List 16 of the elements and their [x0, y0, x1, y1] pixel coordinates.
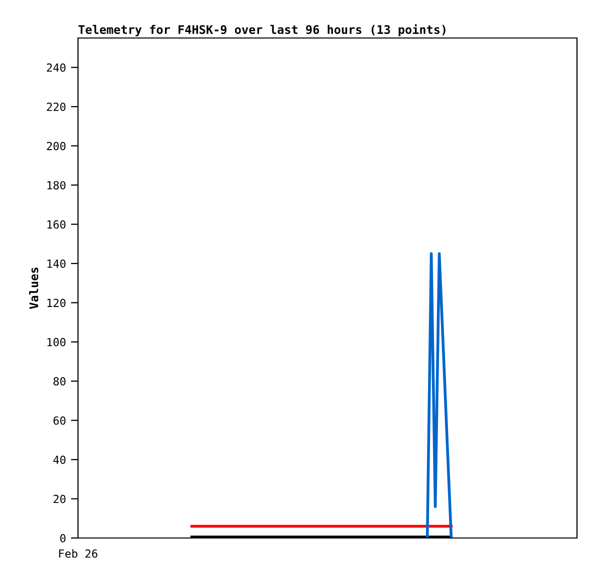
y-tick-label: 240: [46, 63, 66, 72]
y-tick-label: 200: [46, 142, 66, 150]
y-tick-label: 120: [47, 298, 66, 308]
y-tick-label: 140: [47, 259, 66, 268]
y-tick-label: 160: [47, 220, 66, 229]
y-tick-label: 60: [54, 416, 66, 425]
y-tick-label: 0: [60, 534, 66, 542]
y-tick-label: 100: [47, 338, 66, 346]
chart-title: Telemetry for F4HSK-9 over last 96 hours (13 points): [78, 24, 446, 36]
y-tick-label: 80: [54, 377, 66, 386]
text: Feb 26: [59, 549, 98, 558]
y-tick-label: 20: [54, 494, 66, 504]
y-tick-label: 220: [46, 102, 66, 112]
y-tick-label: 40: [53, 456, 66, 464]
y-tick-label: 180: [47, 181, 66, 190]
y-axis-title: Values: [29, 268, 38, 309]
